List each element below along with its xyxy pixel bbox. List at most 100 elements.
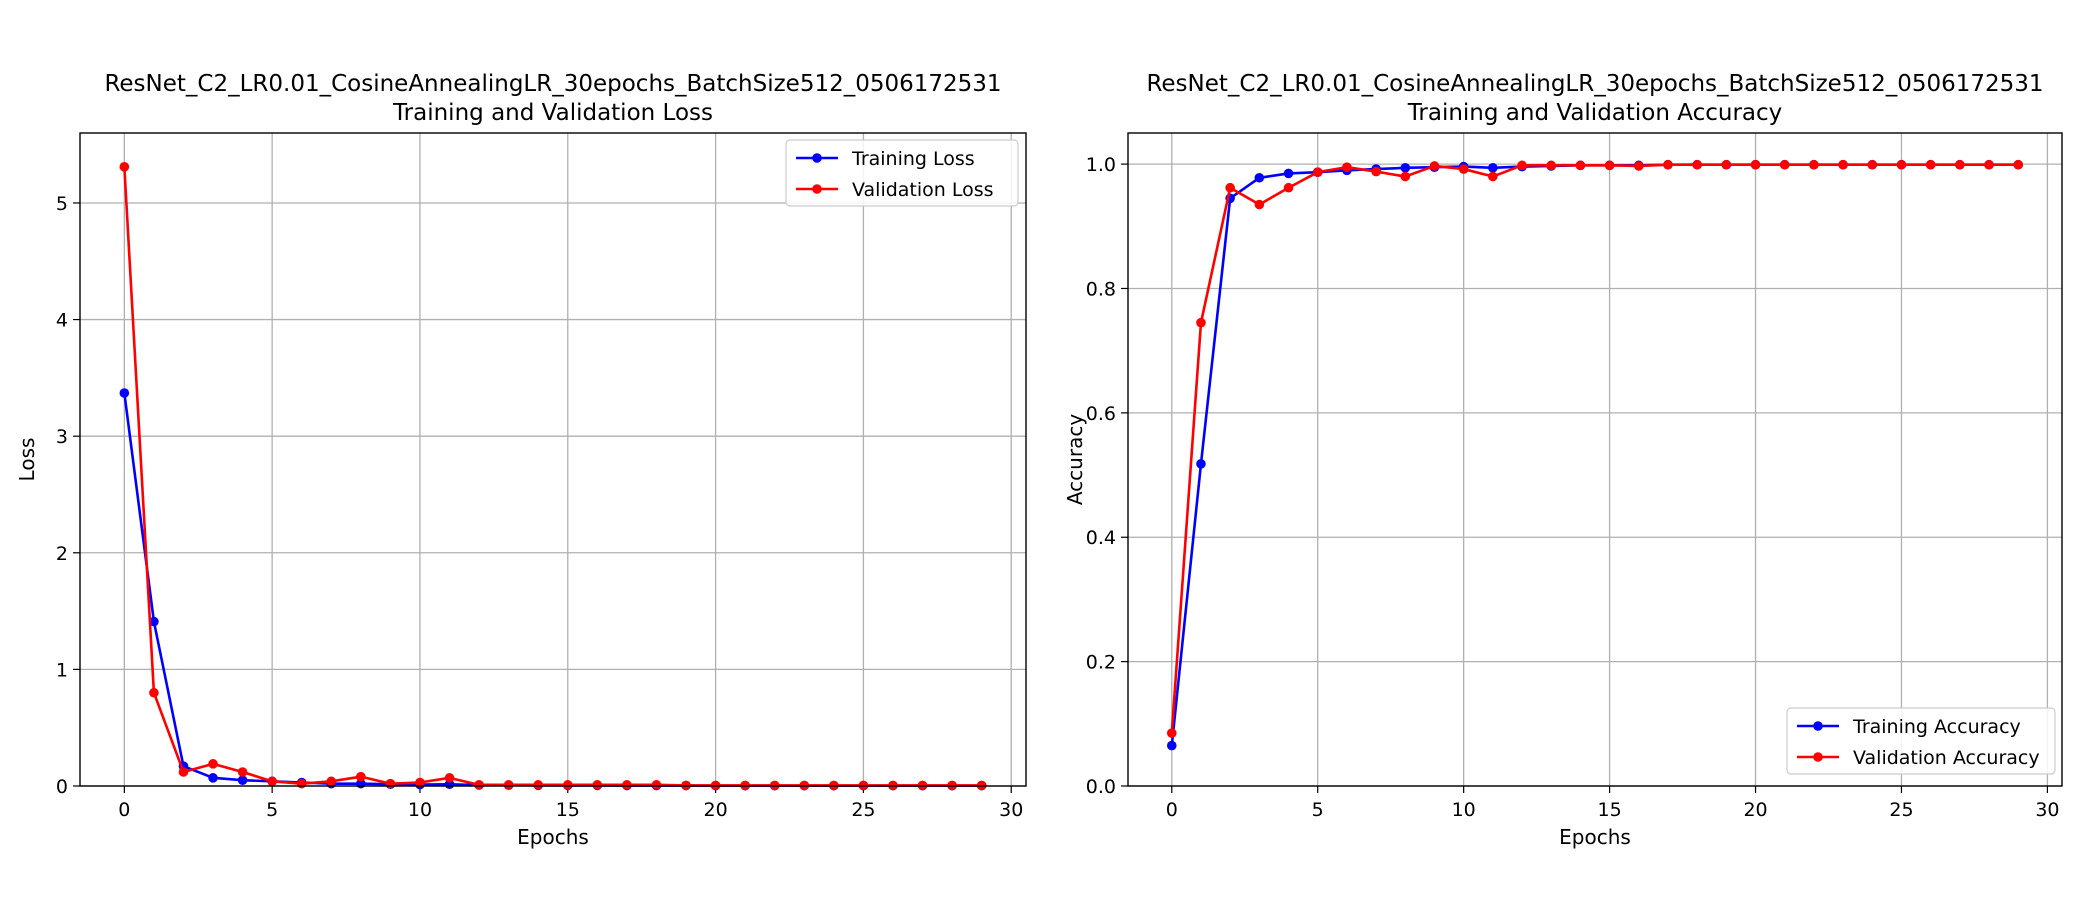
loss-chart-point-training-loss — [149, 616, 159, 627]
accuracy-chart-point-validation-accuracy — [1458, 164, 1469, 174]
loss-chart-point-validation-loss — [622, 780, 632, 790]
accuracy-chart-legend-marker — [1813, 752, 1823, 762]
loss-chart-point-validation-loss — [503, 780, 514, 790]
accuracy-chart-series-line-validation-accuracy — [1170, 163, 2019, 734]
loss-chart-point-validation-loss — [326, 776, 337, 787]
accuracy-chart-point-validation-accuracy — [1225, 182, 1235, 193]
accuracy-chart-y-tick-label: 0.2 — [1086, 652, 1116, 674]
accuracy-chart-point-validation-accuracy — [1984, 159, 1994, 170]
accuracy-chart-x-tick-label: 15 — [1598, 799, 1622, 821]
loss-chart-legend-label: Training Loss — [851, 148, 975, 170]
accuracy-chart-point-validation-accuracy — [1867, 159, 1878, 170]
accuracy-chart-frame — [1127, 132, 2063, 787]
accuracy-chart-x-tick-label: 10 — [1452, 799, 1476, 821]
accuracy-chart-point-training-accuracy — [1166, 740, 1177, 751]
loss-chart-point-training-loss — [237, 775, 248, 785]
loss-chart-point-validation-loss — [592, 780, 603, 790]
accuracy-chart-point-validation-accuracy — [2013, 159, 2024, 170]
loss-chart-legend-box — [785, 139, 1019, 207]
accuracy-chart-point-training-accuracy — [1254, 172, 1265, 183]
accuracy-chart-x-axis-label: Epochs — [1559, 825, 1631, 849]
accuracy-chart-x-tick-label: 5 — [1312, 799, 1324, 821]
accuracy-chart-point-validation-accuracy — [1633, 161, 1644, 171]
accuracy-chart-x-tick-label: 20 — [1743, 799, 1767, 821]
loss-chart-point-validation-loss — [562, 780, 573, 790]
accuracy-chart-point-validation-accuracy — [1692, 159, 1702, 170]
accuracy-chart-point-validation-accuracy — [1488, 171, 1498, 182]
accuracy-chart-point-validation-accuracy — [1283, 182, 1294, 193]
accuracy-chart-y-tick-label: 1.0 — [1086, 154, 1116, 176]
loss-chart-legend: Training Loss Validation Loss — [785, 139, 1019, 207]
loss-chart-x-tick-label: 20 — [704, 799, 728, 821]
accuracy-chart-point-validation-accuracy — [1838, 159, 1848, 170]
loss-chart-y-tick-label: 1 — [56, 659, 68, 681]
loss-chart-point-validation-loss — [178, 767, 189, 777]
accuracy-chart-point-validation-accuracy — [1254, 199, 1265, 210]
accuracy-chart: ResNet_C2_LR0.01_CosineAnnealingLR_30epo… — [1063, 71, 2063, 849]
accuracy-chart-point-training-accuracy — [1488, 163, 1498, 173]
loss-chart-x-tick-label: 15 — [556, 799, 580, 821]
accuracy-chart-title-line2: Training and Validation Accuracy — [1407, 100, 1783, 126]
accuracy-chart-legend: Training Accuracy Validation Accuracy — [1786, 707, 2056, 775]
loss-chart-frame — [79, 132, 1027, 787]
loss-chart-point-validation-loss — [533, 780, 544, 790]
accuracy-chart-legend-label: Validation Accuracy — [1853, 747, 2040, 769]
loss-chart-x-tick-label: 5 — [266, 799, 278, 821]
accuracy-chart-point-training-accuracy — [1196, 459, 1206, 469]
accuracy-chart-point-validation-accuracy — [1896, 159, 1907, 170]
loss-chart-point-validation-loss — [356, 771, 366, 782]
accuracy-chart-x-tick-label: 0 — [1166, 799, 1178, 821]
accuracy-chart-point-validation-accuracy — [1371, 166, 1381, 177]
loss-chart-y-tick-label: 2 — [56, 543, 68, 565]
accuracy-chart-point-validation-accuracy — [1546, 160, 1557, 171]
loss-chart-point-validation-loss — [296, 778, 307, 789]
loss-chart-y-tick-label: 5 — [56, 193, 68, 215]
accuracy-chart-point-validation-accuracy — [1721, 159, 1732, 170]
accuracy-chart-y-tick-label: 0.0 — [1086, 776, 1116, 798]
accuracy-chart-plot-area — [1128, 133, 2062, 786]
loss-chart-title-line2: Training and Validation Loss — [392, 100, 713, 126]
accuracy-chart-point-validation-accuracy — [1925, 159, 1936, 170]
accuracy-chart-x-tick-label: 30 — [2035, 799, 2059, 821]
loss-chart-point-validation-loss — [385, 778, 396, 789]
loss-chart-point-validation-loss — [651, 780, 662, 790]
accuracy-chart-point-validation-accuracy — [1166, 728, 1177, 738]
loss-chart-x-tick-label: 10 — [408, 799, 432, 821]
loss-chart-legend-marker — [812, 153, 822, 163]
accuracy-chart-point-validation-accuracy — [1663, 159, 1673, 170]
accuracy-chart-point-training-accuracy — [1283, 168, 1294, 179]
accuracy-chart-y-tick-label: 0.8 — [1086, 278, 1116, 300]
loss-chart-point-training-loss — [208, 773, 218, 783]
loss-chart: ResNet_C2_LR0.01_CosineAnnealingLR_30epo… — [15, 71, 1027, 849]
loss-chart-point-validation-loss — [415, 777, 425, 788]
loss-chart-point-validation-loss — [237, 767, 248, 777]
loss-chart-point-training-loss — [119, 388, 130, 398]
accuracy-chart-point-validation-accuracy — [1604, 160, 1615, 171]
loss-chart-x-tick-label: 25 — [851, 799, 875, 821]
accuracy-chart-x-tick-label: 25 — [1889, 799, 1913, 821]
accuracy-chart-point-validation-accuracy — [1955, 159, 1965, 170]
accuracy-chart-y-axis-label: Accuracy — [1063, 414, 1087, 505]
loss-chart-point-validation-loss — [208, 759, 218, 769]
loss-chart-point-validation-loss — [474, 780, 484, 790]
accuracy-chart-point-training-accuracy — [1400, 163, 1411, 173]
loss-chart-y-tick-label: 4 — [56, 310, 68, 332]
loss-chart-title-line1: ResNet_C2_LR0.01_CosineAnnealingLR_30epo… — [104, 71, 1001, 97]
accuracy-chart-point-validation-accuracy — [1400, 171, 1411, 182]
accuracy-chart-point-validation-accuracy — [1809, 159, 1819, 170]
loss-chart-y-axis-label: Loss — [15, 438, 39, 482]
loss-chart-x-axis-label: Epochs — [517, 825, 589, 849]
accuracy-chart-y-tick-label: 0.6 — [1086, 403, 1116, 425]
accuracy-chart-legend-marker — [1813, 721, 1823, 731]
loss-chart-legend-label: Validation Loss — [852, 179, 994, 201]
accuracy-chart-point-validation-accuracy — [1312, 167, 1323, 177]
loss-chart-x-tick-label: 0 — [118, 799, 130, 821]
accuracy-chart-point-validation-accuracy — [1779, 159, 1790, 170]
accuracy-chart-legend-label: Training Accuracy — [1852, 716, 2021, 738]
accuracy-chart-point-validation-accuracy — [1196, 317, 1206, 328]
loss-chart-y-tick-label: 0 — [56, 776, 68, 798]
loss-chart-plot-area — [80, 133, 1026, 786]
accuracy-chart-legend-box — [1786, 707, 2056, 775]
accuracy-chart-point-validation-accuracy — [1517, 160, 1527, 171]
